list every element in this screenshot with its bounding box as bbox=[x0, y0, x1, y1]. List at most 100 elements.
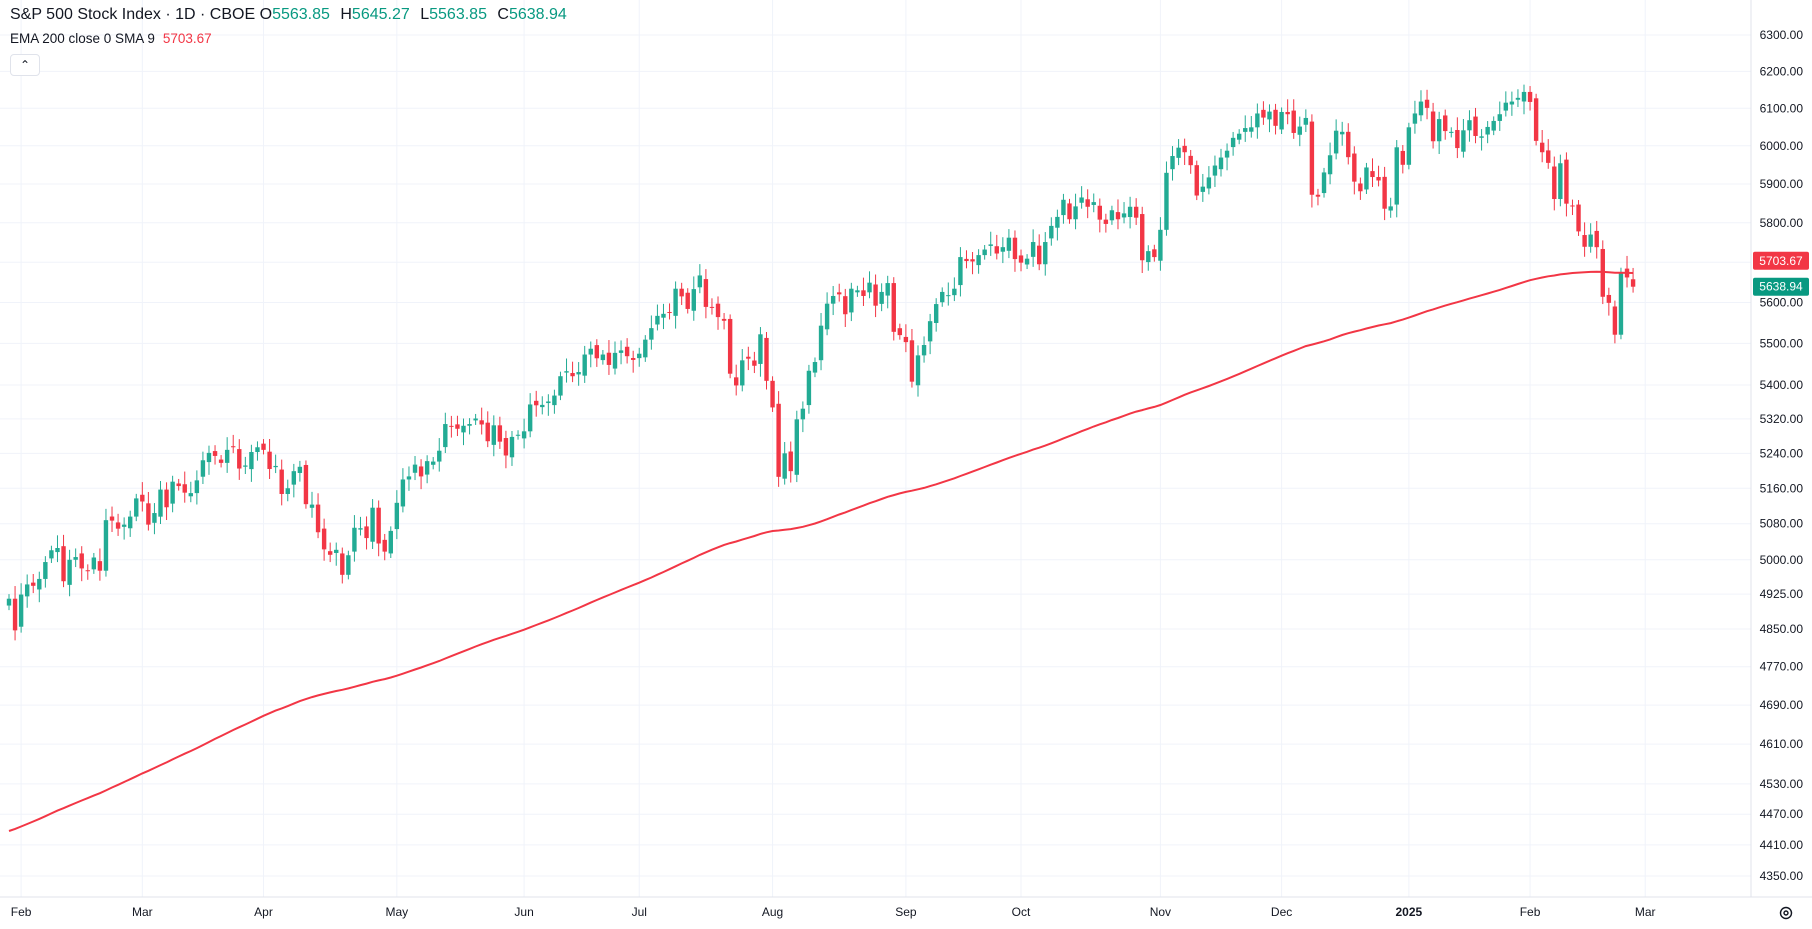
candle bbox=[1346, 123, 1351, 165]
collapse-legend-button[interactable]: ⌃ bbox=[10, 54, 40, 76]
y-tick-label: 5080.00 bbox=[1760, 517, 1804, 531]
candle bbox=[1055, 209, 1060, 241]
candle bbox=[1321, 167, 1327, 198]
candle bbox=[485, 411, 490, 448]
candle bbox=[1388, 197, 1393, 218]
candle bbox=[158, 480, 163, 524]
candle bbox=[655, 304, 660, 331]
candle bbox=[1527, 86, 1533, 111]
candle bbox=[1061, 193, 1066, 224]
candle bbox=[740, 349, 745, 392]
candle bbox=[1376, 165, 1381, 187]
candle bbox=[752, 351, 757, 374]
y-tick-label: 5320.00 bbox=[1760, 412, 1804, 426]
candle bbox=[503, 430, 509, 469]
candle bbox=[55, 535, 60, 563]
last-price-tag: 5638.94 bbox=[1753, 277, 1809, 296]
candle bbox=[455, 415, 460, 437]
candle bbox=[843, 288, 848, 327]
candle bbox=[534, 390, 539, 417]
close-label: C bbox=[497, 6, 509, 23]
candle bbox=[1073, 193, 1078, 230]
chevron-up-icon: ⌃ bbox=[19, 58, 31, 72]
candle bbox=[891, 277, 896, 341]
candle bbox=[146, 491, 151, 531]
candle bbox=[594, 339, 600, 367]
candle bbox=[703, 269, 709, 319]
y-tick-label: 5000.00 bbox=[1760, 553, 1804, 567]
candle bbox=[630, 350, 636, 373]
candle bbox=[1370, 158, 1375, 188]
candle bbox=[1564, 152, 1569, 217]
candle bbox=[249, 444, 254, 482]
candle bbox=[691, 276, 696, 321]
indicator-value: 5703.67 bbox=[162, 31, 212, 46]
x-tick-label: Aug bbox=[762, 905, 783, 919]
candle bbox=[1539, 130, 1545, 163]
candle bbox=[327, 542, 333, 563]
candle bbox=[576, 362, 581, 386]
candle bbox=[424, 455, 430, 484]
candle bbox=[1588, 223, 1593, 253]
candle bbox=[1037, 234, 1042, 271]
candle bbox=[231, 434, 236, 454]
candle bbox=[267, 438, 272, 479]
candle bbox=[352, 515, 357, 562]
x-tick-label: Mar bbox=[132, 905, 153, 919]
candle bbox=[837, 283, 842, 302]
x-tick-label: Oct bbox=[1012, 905, 1031, 919]
gear-icon[interactable] bbox=[1779, 906, 1793, 920]
candle bbox=[321, 518, 327, 561]
time-axis[interactable]: Feb Mar Apr May Jun Jul Aug Sep Oct Nov Dec 2025 Feb… bbox=[11, 905, 1656, 919]
y-tick-label: 5160.00 bbox=[1760, 481, 1804, 495]
symbol-title[interactable]: S&P 500 Stock Index · 1D · CBOE bbox=[10, 6, 256, 23]
candle bbox=[400, 468, 406, 513]
candle bbox=[1176, 139, 1181, 166]
indicator-legend[interactable]: EMA 200 close 0 SMA 9 5703.67 bbox=[10, 31, 212, 46]
candle bbox=[582, 345, 587, 383]
candle bbox=[37, 571, 42, 603]
candle bbox=[788, 441, 793, 483]
candle bbox=[1467, 110, 1472, 142]
candle bbox=[861, 277, 866, 306]
candle bbox=[982, 245, 987, 260]
candle bbox=[170, 475, 175, 513]
price-axis[interactable]: 6300.00 6200.00 6100.00 6000.00 5900.00 5800.… bbox=[1760, 28, 1804, 883]
candle bbox=[685, 288, 690, 314]
candle bbox=[855, 285, 860, 297]
candle bbox=[1594, 220, 1599, 259]
y-tick-label: 4925.00 bbox=[1760, 587, 1804, 601]
ema-200-line bbox=[8, 270, 1634, 832]
candle bbox=[1158, 217, 1163, 271]
candle bbox=[1279, 107, 1284, 134]
candle bbox=[1140, 206, 1145, 274]
candle bbox=[1624, 255, 1630, 288]
candle bbox=[552, 389, 557, 414]
candle bbox=[188, 481, 193, 503]
candle bbox=[1406, 122, 1412, 170]
candle bbox=[1267, 104, 1272, 133]
candle bbox=[134, 493, 139, 522]
candle bbox=[24, 574, 30, 608]
candle bbox=[1224, 143, 1230, 171]
y-tick-label: 5800.00 bbox=[1760, 216, 1804, 230]
y-tick-label: 6100.00 bbox=[1760, 101, 1804, 115]
candle bbox=[515, 430, 521, 440]
candle bbox=[406, 466, 412, 491]
candle bbox=[1630, 267, 1636, 293]
y-tick-label: 6000.00 bbox=[1760, 139, 1804, 153]
candle bbox=[128, 510, 133, 537]
candle bbox=[309, 491, 315, 518]
candle bbox=[818, 312, 824, 371]
x-tick-label: Sep bbox=[895, 905, 917, 919]
candle bbox=[491, 415, 496, 457]
candle bbox=[770, 376, 775, 412]
candle bbox=[1491, 116, 1496, 136]
candle bbox=[988, 231, 993, 256]
y-tick-label: 6300.00 bbox=[1760, 28, 1804, 42]
high-label: H bbox=[340, 6, 352, 23]
candle bbox=[1533, 93, 1539, 146]
candle bbox=[1424, 89, 1430, 120]
candle bbox=[1315, 188, 1321, 206]
